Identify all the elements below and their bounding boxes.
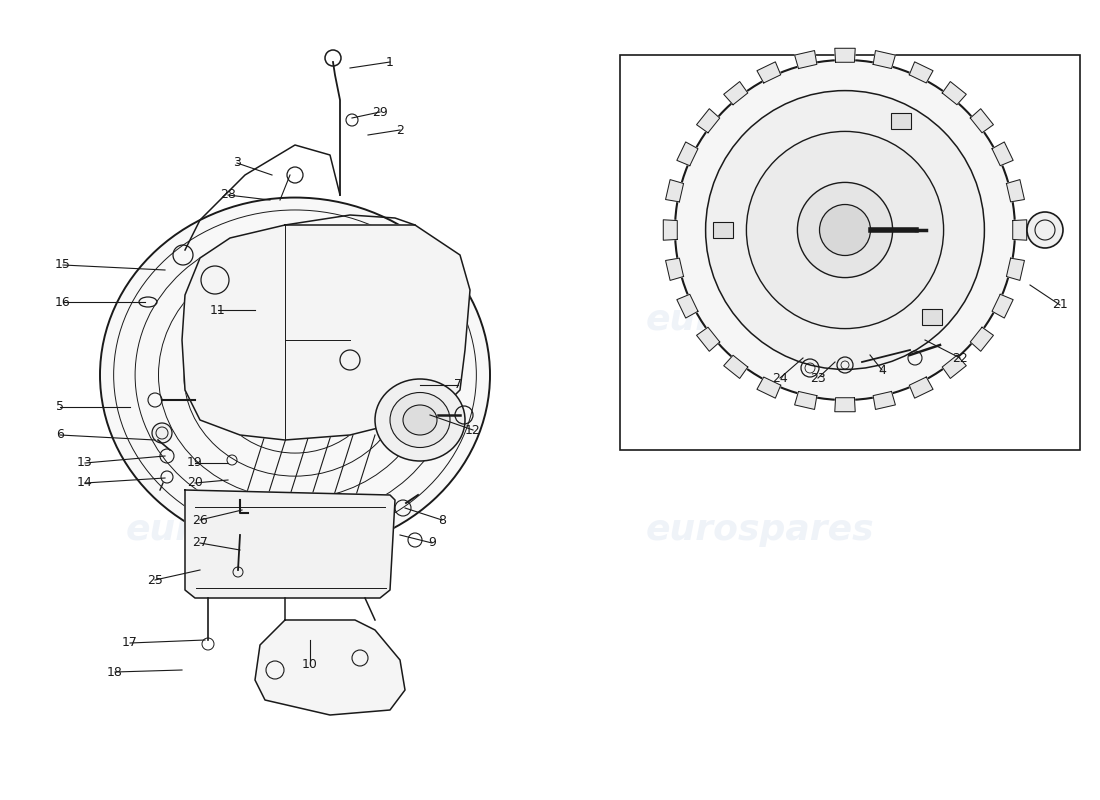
Polygon shape [666,258,683,280]
Text: eurospares: eurospares [125,313,354,347]
Text: 23: 23 [810,371,826,385]
Text: 4: 4 [878,363,886,377]
Text: 28: 28 [220,189,235,202]
Circle shape [798,182,892,278]
Polygon shape [943,82,966,105]
Text: 15: 15 [55,258,70,271]
Bar [922,309,942,325]
Text: 11: 11 [210,303,225,317]
Polygon shape [666,180,683,202]
Text: 14: 14 [77,477,92,490]
Text: 1: 1 [386,55,394,69]
Polygon shape [992,294,1013,318]
Polygon shape [1013,220,1026,240]
Ellipse shape [390,393,450,447]
Polygon shape [873,50,895,69]
Text: eurospares: eurospares [125,513,354,547]
Polygon shape [724,355,748,378]
Polygon shape [676,294,698,318]
Text: 16: 16 [55,295,70,309]
Polygon shape [1006,258,1024,280]
Text: 12: 12 [465,423,481,437]
Text: 8: 8 [438,514,446,526]
Text: 7: 7 [454,378,462,391]
Polygon shape [663,220,678,240]
Text: 25: 25 [147,574,163,586]
Text: 2: 2 [396,123,404,137]
Text: eurospares: eurospares [646,513,874,547]
Polygon shape [794,391,817,410]
Polygon shape [1006,180,1024,202]
Polygon shape [182,225,470,440]
Circle shape [747,131,944,329]
Text: 6: 6 [56,429,64,442]
Text: 5: 5 [56,401,64,414]
Text: 24: 24 [772,371,788,385]
Text: 9: 9 [428,537,436,550]
Text: 19: 19 [187,457,202,470]
Ellipse shape [375,379,465,461]
Ellipse shape [403,405,437,435]
Polygon shape [676,142,698,166]
Text: 17: 17 [122,637,138,650]
Text: eurospares: eurospares [646,303,874,337]
Polygon shape [970,109,993,133]
Bar [891,113,911,129]
Ellipse shape [100,198,490,553]
Text: 20: 20 [187,477,202,490]
Text: 22: 22 [953,351,968,365]
Polygon shape [724,82,748,105]
Polygon shape [696,109,719,133]
Polygon shape [185,490,395,598]
Polygon shape [835,48,855,62]
Text: 27: 27 [192,537,208,550]
Polygon shape [835,398,855,412]
Bar [620,55,1080,450]
Text: 3: 3 [233,157,241,170]
Polygon shape [943,355,966,378]
Polygon shape [970,327,993,351]
Polygon shape [757,377,781,398]
Polygon shape [873,391,895,410]
Polygon shape [757,62,781,83]
Polygon shape [910,377,933,398]
Bar [713,222,733,238]
Polygon shape [910,62,933,83]
Circle shape [820,205,870,255]
Circle shape [675,60,1015,400]
Polygon shape [794,50,817,69]
Circle shape [1027,212,1063,248]
Text: 13: 13 [77,457,92,470]
Text: 26: 26 [192,514,208,526]
Text: 29: 29 [372,106,388,118]
Polygon shape [992,142,1013,166]
Text: 18: 18 [107,666,123,678]
Polygon shape [255,620,405,715]
Polygon shape [696,327,719,351]
Text: 21: 21 [1052,298,1068,311]
Circle shape [705,90,984,370]
Circle shape [152,423,172,443]
Text: 10: 10 [302,658,318,671]
